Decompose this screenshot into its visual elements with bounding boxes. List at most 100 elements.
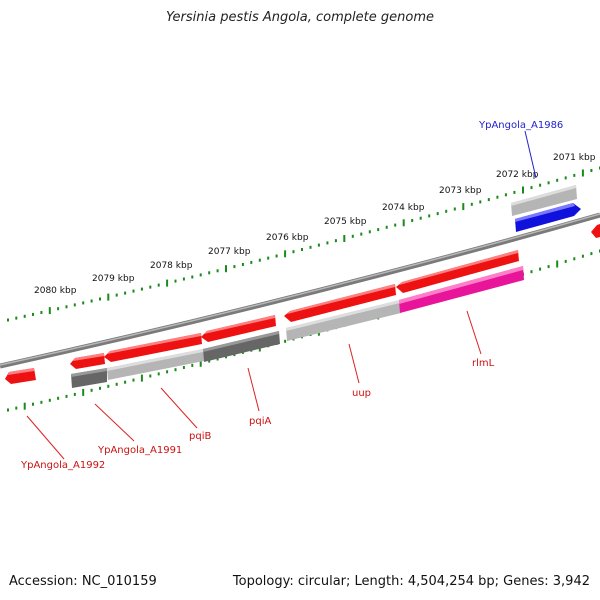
gene-arrow-offscreen-right[interactable] bbox=[591, 224, 600, 238]
outer-minor-tick bbox=[124, 291, 127, 295]
outer-minor-tick bbox=[90, 299, 93, 303]
inner-major-tick bbox=[556, 260, 559, 268]
gene-arrow-pqiA[interactable] bbox=[201, 315, 276, 342]
outer-major-tick bbox=[462, 203, 465, 211]
outer-major-tick bbox=[107, 293, 110, 301]
gene-label-rlmL[interactable]: rlmL bbox=[472, 358, 495, 369]
inner-minor-tick bbox=[32, 402, 34, 406]
scale-label-2073: 2073 kbp bbox=[439, 186, 482, 196]
inner-minor-tick bbox=[573, 257, 576, 261]
outer-minor-tick bbox=[504, 193, 507, 197]
outer-minor-tick bbox=[496, 195, 499, 199]
outer-minor-tick bbox=[233, 265, 236, 269]
outer-minor-tick bbox=[360, 232, 363, 236]
scale-label-2075: 2075 kbp bbox=[324, 217, 367, 227]
scale-label-2074: 2074 kbp bbox=[382, 203, 425, 213]
outer-minor-tick bbox=[115, 293, 118, 297]
feature-bar-lightgray-2[interactable] bbox=[286, 300, 401, 341]
outer-minor-tick bbox=[157, 283, 160, 287]
inner-minor-tick bbox=[166, 370, 169, 374]
outer-minor-tick bbox=[428, 214, 431, 218]
feature-bar-gray-1[interactable] bbox=[71, 368, 107, 388]
inner-minor-tick bbox=[216, 357, 219, 361]
inner-minor-tick bbox=[65, 394, 68, 398]
inner-minor-tick bbox=[107, 384, 110, 388]
scale-label-2078: 2078 kbp bbox=[150, 261, 193, 271]
outer-minor-tick bbox=[530, 186, 533, 190]
inner-minor-tick bbox=[73, 392, 76, 396]
feature-bar-magenta[interactable] bbox=[399, 266, 524, 313]
inner-minor-tick bbox=[225, 355, 227, 359]
scale-label-2079: 2079 kbp bbox=[92, 274, 135, 284]
leader-rlmL bbox=[466, 310, 482, 355]
inner-minor-tick bbox=[7, 408, 9, 412]
scale-label-2080: 2080 kbp bbox=[34, 286, 77, 296]
gene-arrow-pqiB[interactable] bbox=[104, 333, 202, 362]
gene-arrow-YpAngola_A1992[interactable] bbox=[5, 368, 36, 384]
scale-label-2071: 2071 kbp bbox=[553, 153, 596, 163]
inner-minor-tick bbox=[590, 252, 593, 256]
inner-major-tick bbox=[23, 402, 26, 410]
inner-minor-tick bbox=[15, 406, 18, 410]
inner-minor-tick bbox=[581, 254, 584, 258]
gene-label-pqiA[interactable]: pqiA bbox=[249, 416, 271, 427]
outer-minor-tick bbox=[539, 183, 542, 187]
outer-minor-tick bbox=[351, 234, 354, 238]
accession-text: Accession: NC_010159 bbox=[9, 574, 157, 589]
outer-minor-tick bbox=[199, 273, 202, 277]
inner-minor-tick bbox=[149, 374, 152, 378]
gene-label-pqiB[interactable]: pqiB bbox=[189, 431, 211, 442]
outer-minor-tick bbox=[487, 198, 490, 202]
outer-minor-tick bbox=[377, 228, 380, 232]
inner-minor-tick bbox=[208, 359, 211, 363]
outer-minor-tick bbox=[292, 250, 295, 254]
outer-minor-tick bbox=[241, 263, 244, 266]
genome-backbone-highlight bbox=[0, 213, 600, 366]
outer-minor-tick bbox=[394, 223, 397, 227]
gene-arrow-uup[interactable] bbox=[284, 284, 396, 322]
outer-minor-tick bbox=[23, 314, 26, 318]
outer-minor-tick bbox=[334, 239, 337, 243]
gene-label-YpAngola_A1986[interactable]: YpAngola_A1986 bbox=[478, 120, 563, 131]
inner-minor-tick bbox=[564, 259, 567, 263]
scale-label-2072: 2072 kbp bbox=[496, 170, 539, 180]
feature-bar-lightgray-1[interactable] bbox=[107, 349, 204, 380]
outer-minor-tick bbox=[479, 200, 482, 204]
outer-minor-tick bbox=[140, 287, 143, 291]
gene-label-uup[interactable]: uup bbox=[352, 388, 371, 399]
outer-minor-tick bbox=[99, 297, 101, 301]
outer-minor-tick bbox=[385, 225, 388, 229]
inner-minor-tick bbox=[191, 363, 194, 367]
inner-minor-tick bbox=[90, 388, 93, 392]
outer-major-tick bbox=[166, 279, 169, 287]
outer-minor-tick bbox=[191, 275, 194, 279]
inner-minor-tick bbox=[48, 398, 51, 402]
gene-arrow-YpAngola_A1991[interactable] bbox=[70, 353, 105, 369]
inner-minor-tick bbox=[284, 339, 287, 343]
outer-major-tick bbox=[522, 186, 524, 194]
outer-minor-tick bbox=[216, 269, 219, 273]
leader-pqiA bbox=[247, 367, 260, 412]
scale-label-2077: 2077 kbp bbox=[208, 247, 251, 257]
gene-arrow-rlmL[interactable] bbox=[396, 250, 519, 293]
gene-label-YpAngola_A1991[interactable]: YpAngola_A1991 bbox=[97, 445, 182, 456]
gene-label-YpAngola_A1992[interactable]: YpAngola_A1992 bbox=[20, 460, 105, 471]
outer-scale-ticks bbox=[7, 166, 600, 322]
outer-minor-tick bbox=[309, 245, 312, 249]
gene-arrow-YpAngola_A1986[interactable] bbox=[515, 203, 581, 232]
inner-minor-tick bbox=[115, 382, 118, 386]
outer-minor-tick bbox=[564, 176, 567, 180]
outer-minor-tick bbox=[547, 181, 550, 185]
feature-bar-lightgray-3[interactable] bbox=[511, 185, 577, 216]
outer-minor-tick bbox=[65, 305, 68, 309]
outer-major-tick bbox=[343, 235, 346, 242]
outer-minor-tick bbox=[132, 289, 135, 293]
topology-text: Topology: circular; Length: 4,504,254 bp… bbox=[232, 574, 590, 589]
outer-minor-tick bbox=[82, 301, 85, 305]
leader-YpAngola_A1986 bbox=[524, 130, 537, 179]
feature-bar-gray-2[interactable] bbox=[203, 331, 280, 362]
outer-minor-tick bbox=[411, 219, 414, 222]
outer-major-tick bbox=[402, 219, 405, 227]
outer-minor-tick bbox=[326, 241, 329, 245]
